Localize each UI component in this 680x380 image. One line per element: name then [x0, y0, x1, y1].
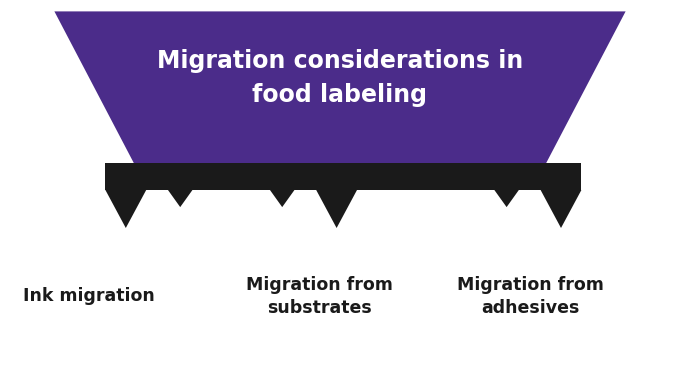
Polygon shape: [541, 190, 581, 228]
Polygon shape: [316, 190, 357, 228]
Text: Migration from
adhesives: Migration from adhesives: [457, 276, 604, 317]
Polygon shape: [270, 190, 294, 207]
Polygon shape: [494, 190, 519, 207]
Text: Migration from
substrates: Migration from substrates: [246, 276, 393, 317]
Polygon shape: [105, 190, 146, 228]
Text: Ink migration: Ink migration: [22, 287, 154, 306]
Polygon shape: [168, 190, 192, 207]
Polygon shape: [54, 11, 626, 167]
Bar: [105, 163, 581, 190]
Text: Migration considerations in
food labeling: Migration considerations in food labelin…: [157, 49, 523, 107]
